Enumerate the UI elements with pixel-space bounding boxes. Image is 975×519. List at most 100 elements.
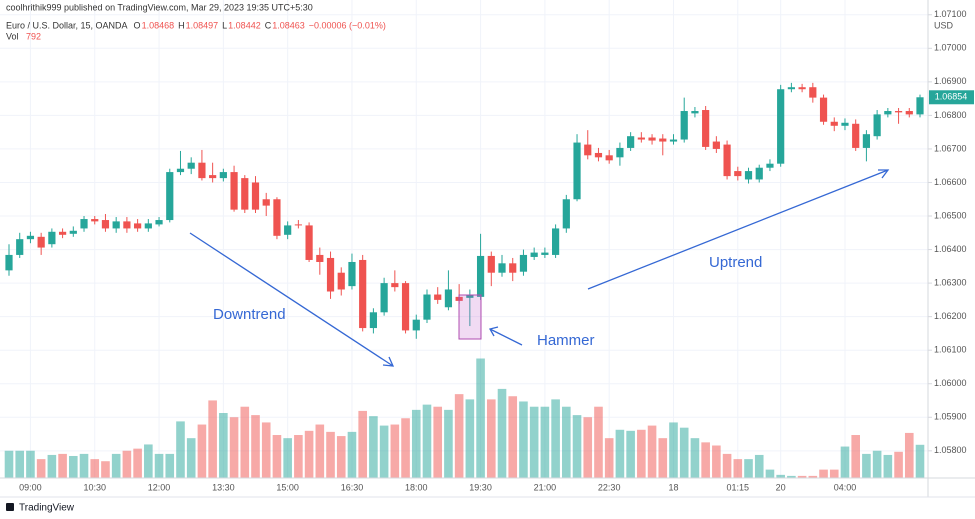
volume-bar bbox=[422, 404, 432, 478]
candle-body bbox=[423, 294, 431, 320]
volume-bar bbox=[165, 453, 175, 478]
candle-body bbox=[391, 283, 399, 288]
candle-body bbox=[466, 294, 474, 298]
y-tick-label: 1.06600 bbox=[934, 177, 967, 187]
volume-bar bbox=[540, 406, 550, 478]
volume-bar bbox=[369, 416, 378, 478]
y-tick-label: 1.06100 bbox=[934, 345, 967, 355]
candle-body bbox=[852, 123, 860, 148]
volume-bar bbox=[15, 450, 25, 478]
volume-bar bbox=[883, 454, 893, 478]
y-tick-label: 1.07100 bbox=[934, 9, 967, 19]
volume-bar bbox=[36, 459, 46, 478]
volume-bar bbox=[819, 469, 828, 478]
logo-icon bbox=[6, 503, 14, 511]
candle-body bbox=[755, 167, 763, 180]
volume-bar bbox=[79, 453, 89, 478]
volume-bar bbox=[219, 413, 228, 478]
hammer-label: Hammer bbox=[537, 332, 595, 349]
candle-body bbox=[541, 252, 549, 255]
candle-body bbox=[787, 87, 795, 90]
volume-bar bbox=[101, 461, 110, 478]
candle-body bbox=[112, 221, 120, 229]
volume-bar bbox=[583, 417, 593, 478]
volume-bar bbox=[379, 425, 389, 478]
candle-body bbox=[412, 319, 420, 331]
x-tick-label: 04:00 bbox=[834, 482, 857, 492]
volume-bar bbox=[304, 430, 314, 478]
volume-bar bbox=[529, 406, 539, 478]
y-tick-label: 1.05800 bbox=[934, 445, 967, 455]
volume-bar bbox=[722, 453, 732, 478]
x-tick-label: 20 bbox=[776, 482, 786, 492]
candle-body bbox=[884, 111, 892, 115]
volume-bar bbox=[486, 399, 496, 478]
volume-bar bbox=[122, 450, 132, 478]
ohlc-value: 1.08468 bbox=[142, 20, 175, 30]
candle-body bbox=[916, 97, 924, 115]
volume-bar bbox=[701, 442, 710, 478]
ohlc-value: 1.08442 bbox=[228, 20, 261, 30]
candle-body bbox=[594, 152, 603, 158]
volume-bars bbox=[4, 358, 925, 478]
candle-body bbox=[176, 168, 185, 173]
volume-bar bbox=[208, 400, 217, 478]
candle-body bbox=[209, 175, 217, 179]
candle-body bbox=[830, 121, 838, 126]
y-tick-label: 1.06900 bbox=[934, 76, 967, 86]
volume-bar bbox=[862, 453, 871, 478]
volume-bar bbox=[712, 445, 721, 478]
candle-body bbox=[766, 163, 774, 168]
footer-text: TradingView bbox=[19, 503, 75, 514]
candle-body bbox=[401, 283, 410, 331]
volume-bar bbox=[476, 358, 485, 478]
candle-body bbox=[134, 223, 142, 229]
volume-bar bbox=[401, 418, 410, 478]
x-tick-label: 12:00 bbox=[148, 482, 171, 492]
y-tick-label: 1.06000 bbox=[934, 378, 967, 388]
candle-body bbox=[5, 254, 13, 271]
candle-body bbox=[58, 231, 67, 235]
volume-bar bbox=[465, 399, 475, 478]
candle-body bbox=[144, 223, 152, 229]
candle-body bbox=[562, 199, 570, 229]
ohlc-value: 1.08463 bbox=[272, 20, 305, 30]
volume-bar bbox=[754, 454, 764, 478]
volume-bar bbox=[58, 453, 67, 478]
volume-bar bbox=[872, 450, 882, 478]
candle-body bbox=[552, 228, 560, 255]
candle-body bbox=[326, 257, 335, 292]
candle-body bbox=[26, 235, 35, 240]
candle-body bbox=[627, 136, 635, 148]
published: coolhrithik999 published on TradingView.… bbox=[6, 2, 313, 12]
candle-body bbox=[187, 162, 195, 169]
volume-bar bbox=[358, 410, 367, 478]
x-tick-label: 19:30 bbox=[469, 482, 492, 492]
volume-bar bbox=[915, 444, 925, 478]
logo: TradingView bbox=[6, 503, 75, 514]
price-tag-label: 1.06854 bbox=[935, 92, 968, 102]
candle-body bbox=[519, 254, 528, 272]
candle-body bbox=[702, 110, 710, 147]
candle-body bbox=[294, 224, 302, 226]
axis-unit: USD bbox=[934, 20, 954, 30]
volume-bar bbox=[733, 459, 743, 478]
candle-body bbox=[273, 199, 281, 236]
volume-bar bbox=[283, 438, 292, 478]
y-tick-label: 1.06700 bbox=[934, 143, 967, 153]
candle-body bbox=[584, 144, 592, 156]
volume-bar bbox=[829, 469, 839, 478]
volume-bar bbox=[326, 431, 335, 478]
candle-body bbox=[37, 236, 45, 248]
candle-body bbox=[509, 263, 517, 273]
candle-body bbox=[348, 261, 356, 287]
volume-bar bbox=[90, 459, 100, 478]
volume-value: 792 bbox=[26, 31, 41, 41]
candle-body bbox=[80, 219, 88, 229]
candle-body bbox=[251, 182, 260, 210]
candle-body bbox=[123, 221, 131, 229]
candle-body bbox=[712, 141, 720, 149]
volume-bar bbox=[197, 424, 207, 478]
ohlc-label: C bbox=[265, 20, 272, 30]
volume-bar bbox=[272, 435, 282, 478]
